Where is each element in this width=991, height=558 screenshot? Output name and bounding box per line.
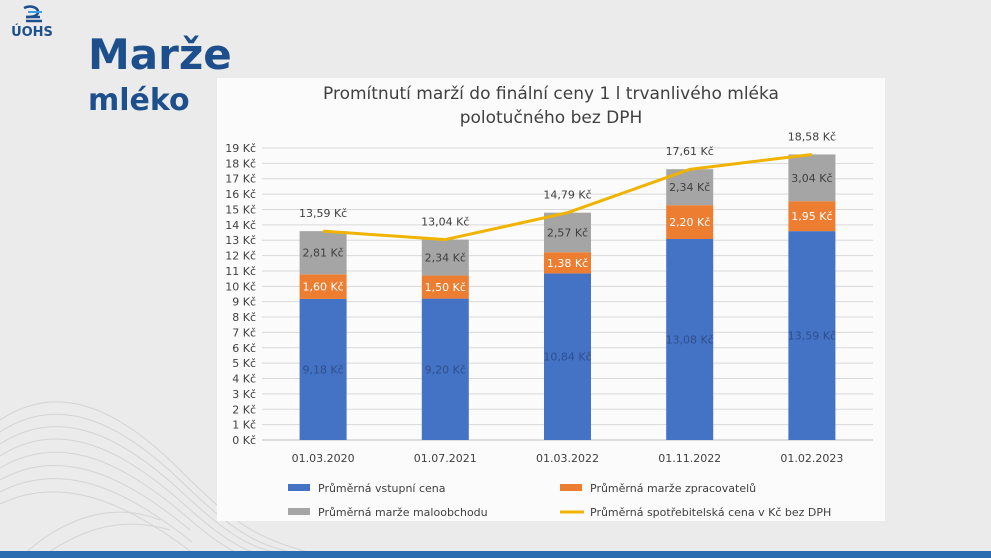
y-tick-label: 17 Kč — [225, 173, 256, 186]
line-data-label: 17,61 Kč — [666, 145, 714, 158]
y-tick-label: 6 Kč — [232, 342, 256, 355]
bar-segment — [299, 298, 347, 440]
legend-label: Průměrná vstupní cena — [318, 482, 446, 495]
bar-data-label: 9,18 Kč — [302, 363, 343, 376]
bar-data-label: 1,50 Kč — [425, 281, 466, 294]
page-title: Marže — [88, 30, 232, 79]
y-tick-label: 19 Kč — [225, 142, 256, 155]
y-tick-label: 11 Kč — [225, 265, 256, 278]
chart-title: Promítnutí marží do finální ceny 1 l trv… — [217, 82, 885, 130]
x-tick-label: 01.02.2023 — [780, 452, 843, 465]
bar-data-label: 2,57 Kč — [547, 226, 588, 239]
line-data-label: 13,04 Kč — [421, 216, 469, 229]
bar-segment — [299, 274, 347, 299]
legend-swatch — [288, 508, 310, 515]
bar-segment — [544, 212, 591, 253]
logo-mark-icon — [23, 5, 42, 23]
y-tick-label: 1 Kč — [232, 419, 256, 432]
x-tick-label: 01.03.2022 — [536, 452, 599, 465]
consumer-price-line — [322, 152, 813, 242]
y-tick-label: 2 Kč — [232, 403, 256, 416]
bar-segment — [544, 252, 591, 274]
bar-segment — [421, 275, 469, 299]
y-tick-label: 12 Kč — [225, 250, 256, 263]
bar-data-label: 13,59 Kč — [788, 330, 836, 343]
bar-data-label: 2,34 Kč — [669, 181, 710, 194]
legend-swatch — [288, 484, 310, 491]
bar-data-label: 1,60 Kč — [302, 281, 343, 294]
chart-panel: Promítnutí marží do finální ceny 1 l trv… — [217, 78, 885, 521]
bar-data-label: 1,38 Kč — [547, 257, 588, 270]
stacked-bar-chart: 0 Kč 1 Kč 2 Kč 3 Kč 4 Kč 5 Kč 6 Kč 7 Kč 8 Kč 9 Kč… — [225, 130, 873, 519]
bar-data-label: 13,08 Kč — [666, 333, 714, 346]
line-data-label: 14,79 Kč — [543, 189, 591, 202]
bar-segment — [421, 298, 469, 440]
bar-data-label: 1,95 Kč — [791, 210, 832, 223]
bar-segment — [788, 201, 836, 232]
y-tick-label: 7 Kč — [232, 326, 256, 339]
bar-segment — [299, 231, 347, 275]
bar-segment — [421, 239, 469, 276]
x-tick-label: 01.07.2021 — [414, 452, 477, 465]
legend-label: Průměrná marže zpracovatelů — [590, 482, 756, 495]
chart-title-line-2: polotučného bez DPH — [459, 108, 643, 128]
bar-segment — [788, 231, 836, 440]
y-tick-label: 15 Kč — [225, 203, 256, 216]
y-tick-label: 10 Kč — [225, 280, 256, 293]
y-tick-label: 0 Kč — [232, 434, 256, 447]
y-tick-label: 9 Kč — [232, 296, 256, 309]
x-tick-label: 01.11.2022 — [658, 452, 721, 465]
bar-segment — [666, 238, 714, 440]
y-tick-label: 4 Kč — [232, 373, 256, 386]
y-tick-label: 13 Kč — [225, 234, 256, 247]
y-tick-label: 18 Kč — [225, 157, 256, 170]
legend-swatch — [560, 484, 582, 491]
y-tick-label: 14 Kč — [225, 219, 256, 232]
bar-data-label: 2,20 Kč — [669, 216, 710, 229]
bottom-accent-bar — [0, 551, 991, 558]
y-tick-label: 8 Kč — [232, 311, 256, 324]
line-data-label: 13,59 Kč — [299, 207, 347, 220]
bar-data-label: 2,34 Kč — [425, 252, 466, 265]
bar-data-label: 10,84 Kč — [543, 351, 591, 364]
chart-title-line-1: Promítnutí marží do finální ceny 1 l trv… — [323, 84, 779, 104]
y-tick-label: 16 Kč — [225, 188, 256, 201]
bar-data-label: 9,20 Kč — [425, 363, 466, 376]
legend-label: Průměrná marže maloobchodu — [318, 506, 488, 519]
bar-data-label: 3,04 Kč — [791, 172, 832, 185]
line-data-label: 18,58 Kč — [788, 130, 836, 143]
bar-segment — [666, 205, 714, 239]
bar-segment — [788, 154, 836, 202]
y-tick-label: 3 Kč — [232, 388, 256, 401]
logo-text: ÚOHS — [11, 25, 53, 40]
x-tick-label: 01.03.2020 — [292, 452, 355, 465]
legend-label: Průměrná spotřebitelská cena v Kč bez DP… — [590, 506, 831, 519]
bar-data-label: 2,81 Kč — [302, 247, 343, 260]
page-subtitle: mléko — [88, 83, 190, 118]
bar-segment — [544, 273, 591, 440]
uohs-logo: ÚOHS — [6, 4, 58, 40]
y-tick-label: 5 Kč — [232, 357, 256, 370]
